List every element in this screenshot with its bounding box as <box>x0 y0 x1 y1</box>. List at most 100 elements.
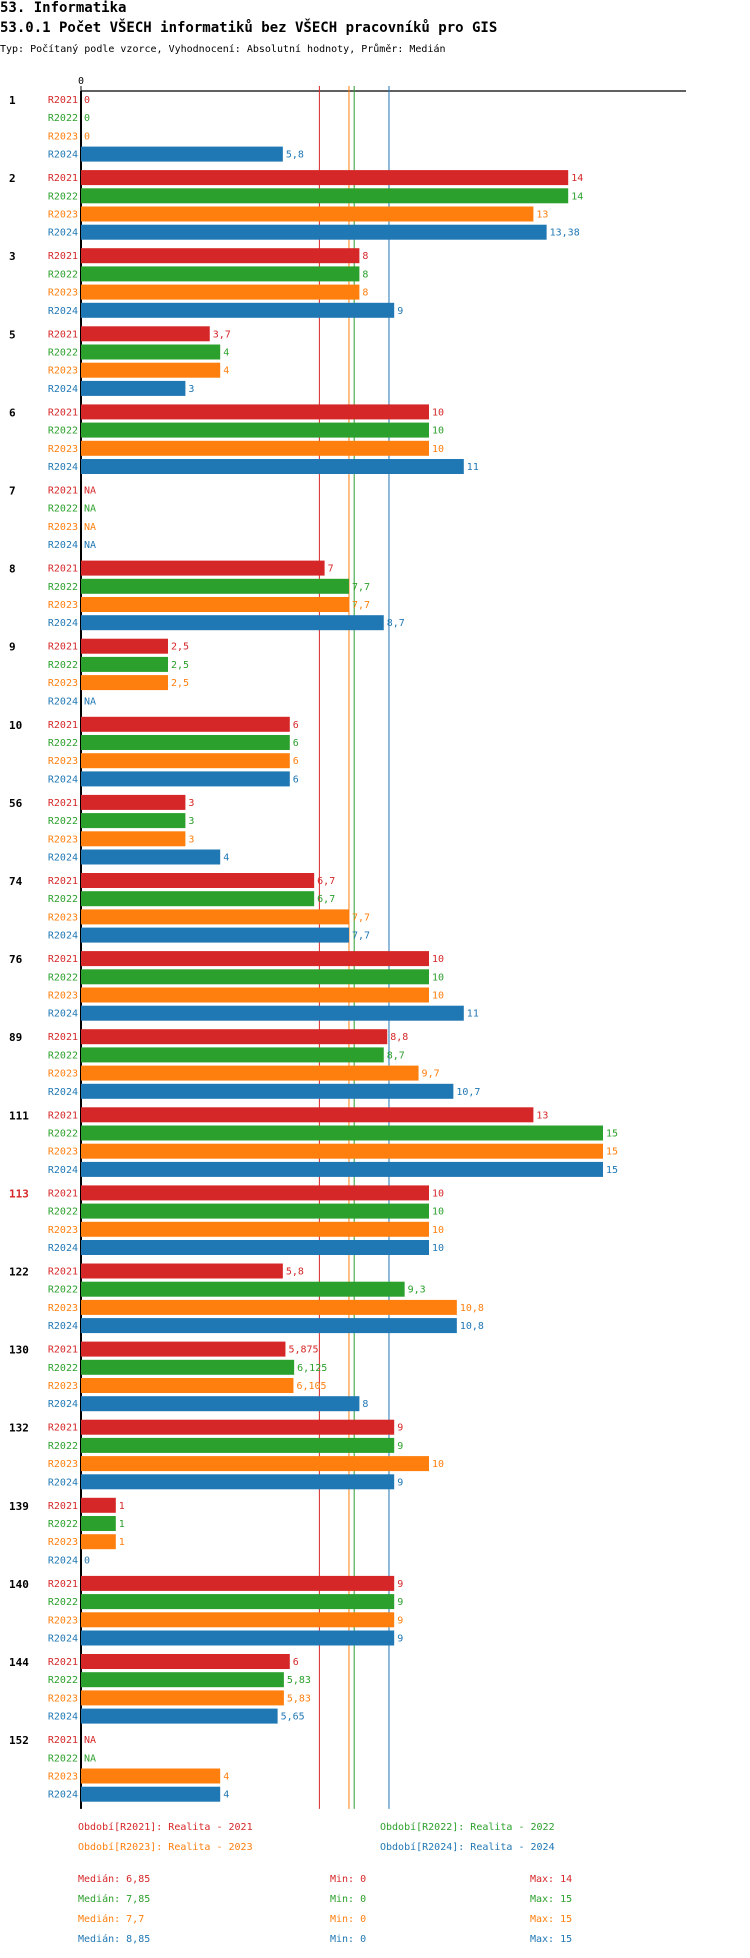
value-label-r2022-2: 14 <box>571 191 583 202</box>
bar-r2024-56 <box>81 849 221 865</box>
bar-r2023-122 <box>81 1299 457 1315</box>
bar-r2022-8 <box>81 578 349 594</box>
bar-r2021-74 <box>81 873 315 888</box>
bar-r2021-122 <box>81 1263 283 1279</box>
bar-r2024-144 <box>81 1708 278 1724</box>
category-label-139: 139 <box>9 1500 29 1513</box>
value-label-r2024-140: 9 <box>397 1634 403 1645</box>
value-label-r2023-3: 8 <box>362 288 368 299</box>
value-label-r2022-10: 6 <box>293 738 299 749</box>
bar-r2023-140 <box>81 1612 395 1628</box>
series-label-r2021-144: R2021 <box>48 1657 78 1668</box>
series-label-r2024-113: R2024 <box>48 1243 78 1254</box>
value-label-r2022-5: 4 <box>223 348 229 359</box>
value-label-r2024-89: 10,7 <box>456 1087 480 1098</box>
bar-r2021-111 <box>81 1107 534 1123</box>
series-label-r2024-2: R2024 <box>48 228 78 239</box>
bar-r2024-5 <box>81 380 186 396</box>
value-label-r2024-74: 7,7 <box>352 931 370 942</box>
value-label-r2022-8: 7,7 <box>352 582 370 593</box>
series-label-r2024-140: R2024 <box>48 1634 78 1645</box>
value-label-r2021-113: 10 <box>432 1188 444 1199</box>
value-label-r2024-5: 3 <box>188 384 194 395</box>
value-label-r2023-2: 13 <box>536 210 548 221</box>
series-label-r2023-56: R2023 <box>48 834 78 845</box>
value-label-r2024-2: 13,38 <box>550 228 580 239</box>
category-label-89: 89 <box>9 1031 22 1044</box>
value-label-r2024-56: 4 <box>223 853 229 864</box>
value-label-r2023-6: 10 <box>432 444 444 455</box>
page-title: 53. Informatika <box>0 0 127 16</box>
value-label-r2022-144: 5,83 <box>287 1675 311 1686</box>
bar-r2021-10 <box>81 716 290 732</box>
series-label-r2023-130: R2023 <box>48 1381 78 1392</box>
value-label-r2021-56: 3 <box>188 798 194 809</box>
value-label-r2021-1: 0 <box>84 95 90 106</box>
series-label-r2022-56: R2022 <box>48 816 78 827</box>
bar-r2024-111 <box>81 1161 603 1177</box>
series-label-r2022-76: R2022 <box>48 972 78 983</box>
bar-r2022-2 <box>81 188 569 204</box>
series-label-r2022-9: R2022 <box>48 660 78 671</box>
series-label-r2021-10: R2021 <box>48 720 78 731</box>
series-label-r2021-140: R2021 <box>48 1579 78 1590</box>
value-label-r2021-74: 6,7 <box>317 876 335 887</box>
value-label-r2024-9: NA <box>84 696 96 707</box>
value-label-r2021-3: 8 <box>362 251 368 262</box>
value-label-r2024-76: 11 <box>467 1009 479 1020</box>
category-label-5: 5 <box>9 328 16 341</box>
bar-r2023-144 <box>81 1690 284 1706</box>
series-label-r2024-122: R2024 <box>48 1321 78 1332</box>
bar-r2022-3 <box>81 266 360 282</box>
series-label-r2024-6: R2024 <box>48 462 78 473</box>
value-label-r2022-6: 10 <box>432 426 444 437</box>
series-label-r2023-2: R2023 <box>48 210 78 221</box>
bar-r2023-111 <box>81 1143 603 1159</box>
value-label-r2022-152: NA <box>84 1753 96 1764</box>
category-label-1: 1 <box>9 94 16 107</box>
series-label-r2022-3: R2022 <box>48 269 78 280</box>
bar-r2022-10 <box>81 735 290 750</box>
series-label-r2024-56: R2024 <box>48 853 78 864</box>
series-label-r2022-74: R2022 <box>48 894 78 905</box>
bar-r2021-3 <box>81 248 360 264</box>
series-label-r2023-139: R2023 <box>48 1537 78 1548</box>
min-r2021: Min: 0 <box>330 1874 367 1885</box>
series-label-r2022-122: R2022 <box>48 1285 78 1296</box>
series-label-r2021-5: R2021 <box>48 329 78 340</box>
value-label-r2023-10: 6 <box>293 756 299 767</box>
series-label-r2024-111: R2024 <box>48 1165 78 1176</box>
series-label-r2022-10: R2022 <box>48 738 78 749</box>
series-label-r2023-6: R2023 <box>48 444 78 455</box>
series-label-r2023-74: R2023 <box>48 912 78 923</box>
median-r2024: Medián: 8,85 <box>78 1934 151 1945</box>
category-label-76: 76 <box>9 953 23 966</box>
bar-r2022-140 <box>81 1594 395 1610</box>
bar-r2022-74 <box>81 891 315 907</box>
value-label-r2022-9: 2,5 <box>171 660 189 671</box>
bar-r2021-9 <box>81 638 168 654</box>
bar-r2021-56 <box>81 794 186 810</box>
value-label-r2024-7: NA <box>84 540 96 551</box>
series-label-r2022-144: R2022 <box>48 1675 78 1686</box>
series-label-r2021-2: R2021 <box>48 173 78 184</box>
series-label-r2021-9: R2021 <box>48 642 78 653</box>
bar-r2022-9 <box>81 656 168 672</box>
bar-r2024-89 <box>81 1083 454 1099</box>
max-r2021: Max: 14 <box>530 1874 573 1885</box>
series-label-r2023-152: R2023 <box>48 1772 78 1783</box>
legend-item-r2023: Období[R2023]: Realita - 2023 <box>78 1842 253 1853</box>
bar-r2022-111 <box>81 1125 603 1141</box>
value-label-r2022-74: 6,7 <box>317 894 335 905</box>
value-label-r2023-7: NA <box>84 522 96 533</box>
series-label-r2023-76: R2023 <box>48 991 78 1002</box>
x-tick-label-0: 0 <box>78 76 84 87</box>
category-label-140: 140 <box>9 1578 29 1591</box>
value-label-r2024-122: 10,8 <box>460 1321 484 1332</box>
category-label-9: 9 <box>9 641 16 654</box>
max-r2024: Max: 15 <box>530 1934 573 1945</box>
bar-r2021-76 <box>81 951 429 967</box>
series-label-r2024-74: R2024 <box>48 931 78 942</box>
series-label-r2021-6: R2021 <box>48 407 78 418</box>
series-label-r2021-139: R2021 <box>48 1501 78 1512</box>
